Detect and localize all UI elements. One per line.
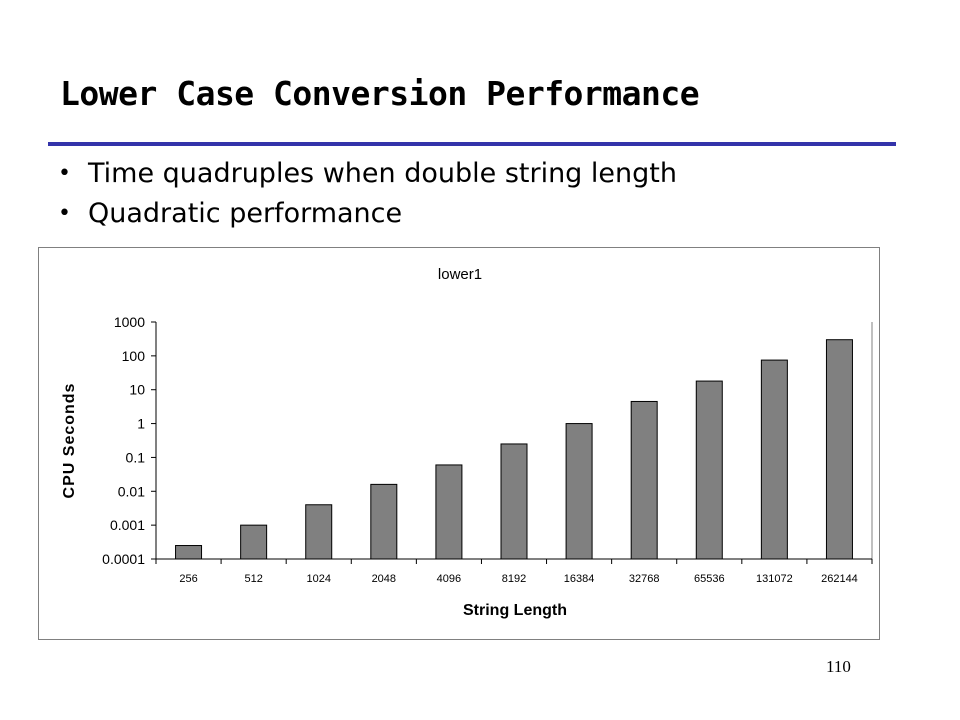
bullet-text: Quadratic performance: [88, 198, 403, 229]
x-tick-label: 65536: [694, 573, 725, 585]
bar: [370, 483, 398, 560]
y-tick-label: 0.1: [126, 449, 146, 465]
bar: [305, 504, 333, 560]
y-axis-title: CPU Seconds: [61, 383, 78, 499]
x-tick-label: 2048: [372, 573, 396, 585]
bullet-text: Time quadruples when double string lengt…: [88, 158, 677, 189]
bar: [240, 524, 268, 560]
x-tick-label: 256: [179, 573, 197, 585]
bullet-item: • Quadratic performance: [58, 194, 677, 234]
y-tick-label: 100: [122, 348, 146, 364]
bullet-dot: •: [58, 161, 71, 186]
x-axis-title: String Length: [463, 602, 567, 619]
bar: [695, 380, 723, 560]
chart-title: lower1: [438, 266, 482, 283]
bar: [825, 339, 853, 560]
bar: [565, 423, 593, 560]
bullet-list: • Time quadruples when double string len…: [58, 154, 677, 234]
x-tick-label: 262144: [821, 573, 858, 585]
y-tick-label: 0.01: [118, 483, 145, 499]
x-tick-label: 131072: [756, 573, 793, 585]
slide-title: Lower Case Conversion Performance: [60, 74, 700, 113]
x-tick-label: 1024: [306, 573, 330, 585]
bullet-item: • Time quadruples when double string len…: [58, 154, 677, 194]
bar: [500, 443, 528, 560]
y-tick-label: 1: [137, 416, 145, 432]
bar: [760, 359, 788, 560]
slide-number: 110: [826, 657, 851, 676]
y-tick-label: 10: [129, 382, 145, 398]
y-tick-label: 0.001: [110, 517, 145, 533]
bullet-dot: •: [58, 201, 71, 226]
bar: [630, 400, 658, 560]
title-rule: [48, 142, 896, 146]
chart-frame: lower1 0.0001 0.001 0.01 0.1 1 10 100 1000 256 512…: [38, 247, 880, 640]
y-tick-label: 1000: [114, 314, 145, 330]
x-tick-label: 32768: [629, 573, 660, 585]
x-tick-label: 512: [244, 573, 262, 585]
bar: [175, 545, 203, 560]
x-tick-label: 4096: [437, 573, 461, 585]
x-tick-label: 16384: [564, 573, 595, 585]
bar-chart: lower1 0.0001 0.001 0.01 0.1 1 10 100 1000 256 512…: [61, 266, 873, 619]
x-tick-label: 8192: [502, 573, 526, 585]
y-tick-label: 0.0001: [102, 551, 145, 567]
bar: [435, 464, 463, 560]
